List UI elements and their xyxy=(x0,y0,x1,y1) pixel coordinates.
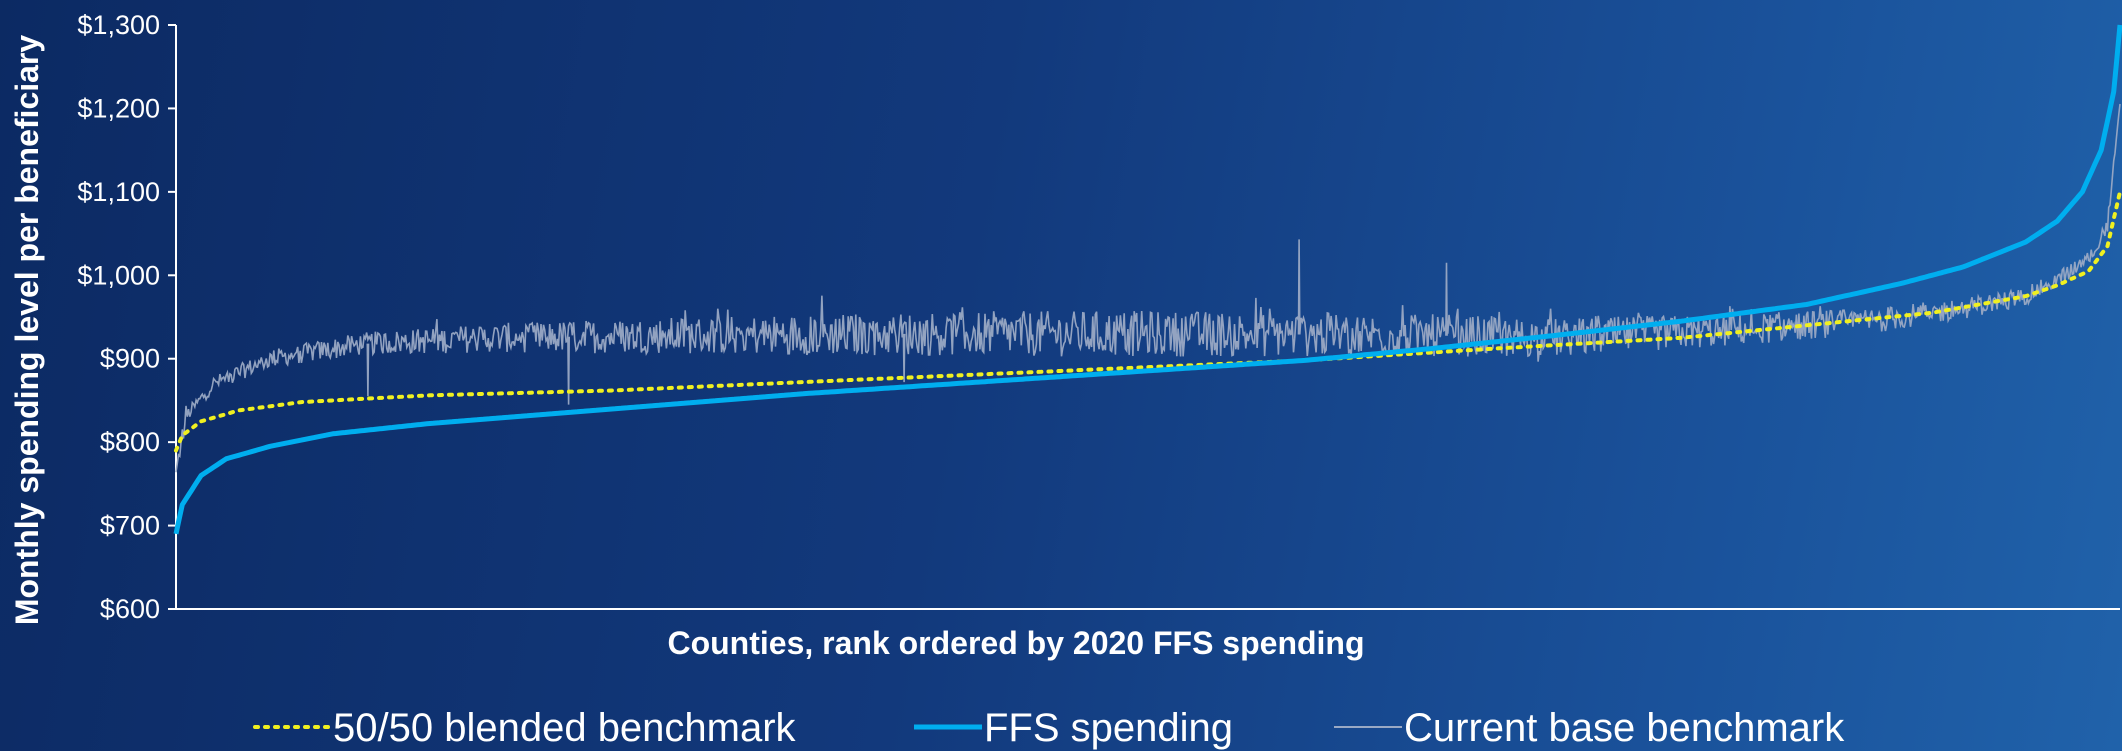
legend-item-ffs-spending: FFS spending xyxy=(914,706,1233,750)
legend-label: 50/50 blended benchmark xyxy=(333,706,797,750)
y-tick-label: $1,300 xyxy=(77,10,160,40)
series-line-current-base-benchmark xyxy=(175,103,2121,473)
series-line-ffs-spending xyxy=(173,24,2122,535)
y-tick-label: $700 xyxy=(100,511,160,541)
y-tick-label: $1,000 xyxy=(77,260,160,290)
legend-item-blended-benchmark: 50/50 blended benchmark xyxy=(253,706,797,750)
y-tick-label: $600 xyxy=(100,594,160,624)
y-tick-label: $1,100 xyxy=(77,177,160,207)
legend-label: FFS spending xyxy=(984,706,1233,750)
y-tick-label: $1,200 xyxy=(77,93,160,123)
series-line-blended-benchmark xyxy=(174,189,2122,453)
y-tick-label: $800 xyxy=(100,427,160,457)
y-axis-title: Monthly spending level per beneficiary xyxy=(9,35,45,626)
x-axis-title: Counties, rank ordered by 2020 FFS spend… xyxy=(667,625,1364,661)
legend-item-current-base-benchmark: Current base benchmark xyxy=(1334,706,1845,750)
series-layer xyxy=(173,24,2122,535)
y-axis-ticks: $600 $700 $800 $900 $1,000 $1,100 $1,200 $1,300 xyxy=(77,10,176,624)
y-tick-label: $900 xyxy=(100,344,160,374)
legend: 50/50 blended benchmark FFS spending Curre… xyxy=(253,706,1845,750)
legend-label: Current base benchmark xyxy=(1404,706,1845,750)
